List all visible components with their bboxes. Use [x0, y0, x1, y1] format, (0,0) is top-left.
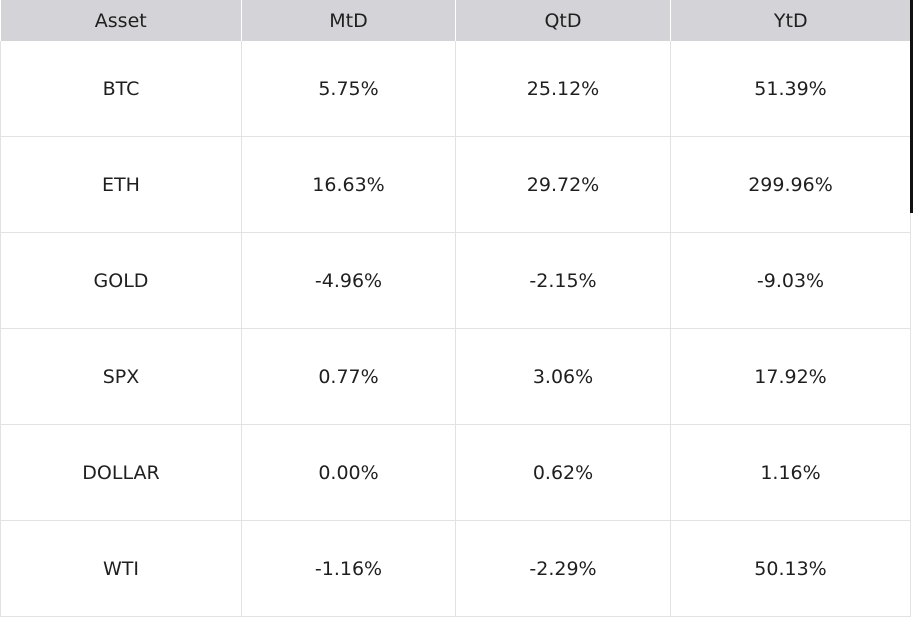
header-asset: Asset	[0, 0, 242, 41]
cell-ytd: -9.03%	[670, 232, 911, 329]
cell-mtd: 0.77%	[241, 328, 456, 425]
cell-ytd: 51.39%	[670, 41, 911, 137]
cell-ytd: 299.96%	[670, 136, 911, 233]
header-mtd: MtD	[241, 0, 456, 41]
table-row: GOLD -4.96% -2.15% -9.03%	[0, 232, 911, 329]
cell-ytd: 17.92%	[670, 328, 911, 425]
cell-asset: GOLD	[0, 232, 242, 329]
table-row: WTI -1.16% -2.29% 50.13%	[0, 520, 911, 617]
cell-asset: DOLLAR	[0, 424, 242, 521]
header-ytd: YtD	[670, 0, 911, 41]
header-qtd: QtD	[455, 0, 671, 41]
cell-mtd: 0.00%	[241, 424, 456, 521]
table-row: BTC 5.75% 25.12% 51.39%	[0, 41, 911, 137]
cell-mtd: -4.96%	[241, 232, 456, 329]
cell-mtd: -1.16%	[241, 520, 456, 617]
cell-qtd: 29.72%	[455, 136, 671, 233]
table-row: ETH 16.63% 29.72% 299.96%	[0, 136, 911, 233]
cell-qtd: 25.12%	[455, 41, 671, 137]
table-body: BTC 5.75% 25.12% 51.39% ETH 16.63% 29.72…	[0, 41, 911, 617]
cell-ytd: 50.13%	[670, 520, 911, 617]
cell-asset: SPX	[0, 328, 242, 425]
cell-asset: ETH	[0, 136, 242, 233]
cell-qtd: 3.06%	[455, 328, 671, 425]
table-row: SPX 0.77% 3.06% 17.92%	[0, 328, 911, 425]
cell-qtd: -2.29%	[455, 520, 671, 617]
cell-ytd: 1.16%	[670, 424, 911, 521]
cell-mtd: 5.75%	[241, 41, 456, 137]
cell-asset: WTI	[0, 520, 242, 617]
cell-qtd: -2.15%	[455, 232, 671, 329]
cell-mtd: 16.63%	[241, 136, 456, 233]
cell-qtd: 0.62%	[455, 424, 671, 521]
window-edge-bar	[910, 0, 913, 213]
table-header: Asset MtD QtD YtD	[0, 0, 911, 41]
cell-asset: BTC	[0, 41, 242, 137]
table-row: DOLLAR 0.00% 0.62% 1.16%	[0, 424, 911, 521]
header-row: Asset MtD QtD YtD	[0, 0, 911, 41]
